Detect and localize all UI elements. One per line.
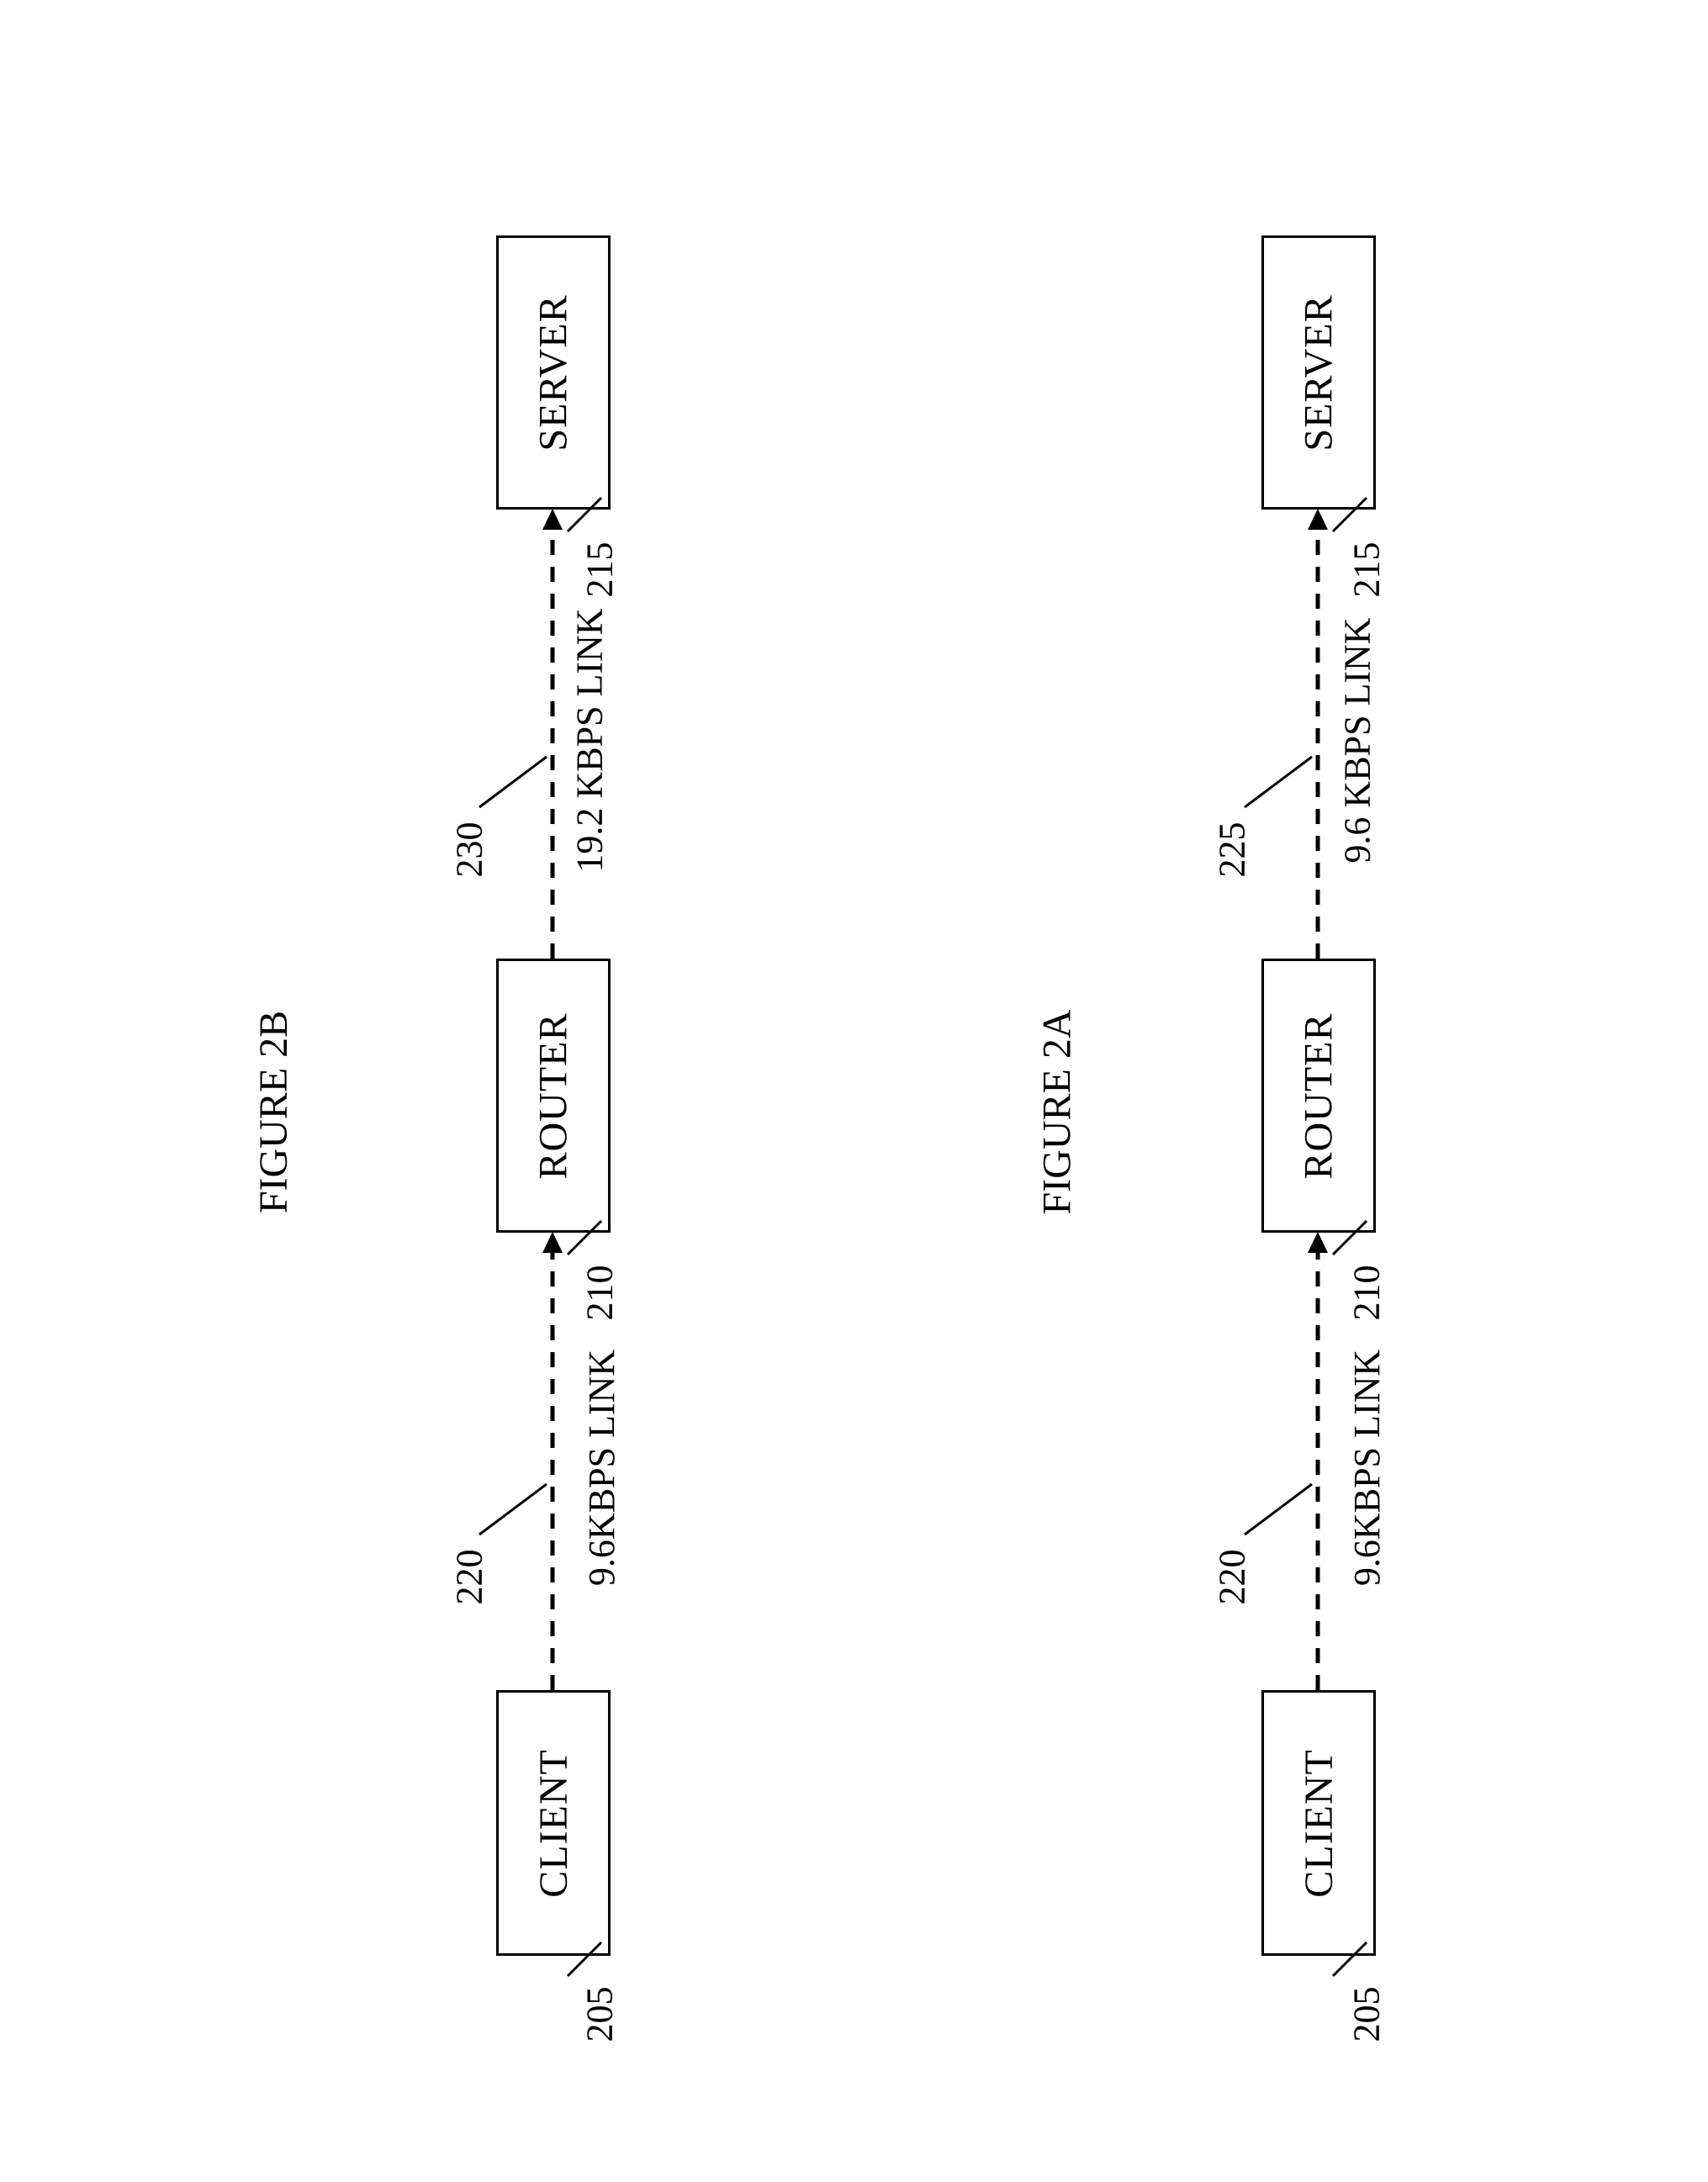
server-label-b: SERVER bbox=[531, 294, 577, 451]
router-label-a: ROUTER bbox=[1296, 1012, 1342, 1179]
server-ref-b: 215 bbox=[579, 542, 621, 598]
router-ref-b: 210 bbox=[579, 1265, 621, 1321]
router-ref-a: 210 bbox=[1346, 1265, 1388, 1321]
link2-ref-a: 225 bbox=[1211, 822, 1254, 878]
caption-a: FIGURE 2A bbox=[1034, 1009, 1081, 1214]
link2-label-a: 9.6 KBPS LINK bbox=[1336, 617, 1379, 863]
server-ref-a: 215 bbox=[1346, 542, 1388, 598]
client-box-b: CLIENT bbox=[496, 1690, 611, 1956]
link2-leader-a bbox=[1236, 748, 1320, 816]
server-label-a: SERVER bbox=[1296, 294, 1342, 451]
client-ref-b: 205 bbox=[579, 1987, 621, 2042]
link2-ref-b: 230 bbox=[448, 822, 491, 878]
arrow-link1-a bbox=[1293, 1232, 1343, 1694]
client-box-a: CLIENT bbox=[1261, 1690, 1376, 1956]
server-box-b: SERVER bbox=[496, 235, 611, 510]
link1-ref-b: 220 bbox=[448, 1550, 491, 1605]
link2-leader-b bbox=[471, 748, 555, 816]
diagram-container: CLIENT 205 ROUTER 210 SERVER 215 9.6KBPS… bbox=[0, 0, 1708, 2182]
link1-leader-a bbox=[1236, 1476, 1320, 1543]
link1-leader-b bbox=[471, 1476, 555, 1543]
arrow-link1-b bbox=[527, 1232, 578, 1694]
client-label-a: CLIENT bbox=[1296, 1749, 1342, 1898]
link2-label-b: 19.2 KBPS LINK bbox=[568, 608, 611, 872]
client-leader-b bbox=[559, 1934, 610, 1984]
client-leader-a bbox=[1325, 1934, 1375, 1984]
caption-b: FIGURE 2B bbox=[251, 1011, 297, 1213]
server-box-a: SERVER bbox=[1261, 235, 1376, 510]
link1-label-a: 9.6KBPS LINK bbox=[1346, 1350, 1388, 1586]
client-label-b: CLIENT bbox=[531, 1749, 577, 1898]
router-box-a: ROUTER bbox=[1261, 959, 1376, 1233]
client-ref-a: 205 bbox=[1346, 1987, 1388, 2042]
link1-label-b: 9.6KBPS LINK bbox=[580, 1350, 623, 1586]
router-box-b: ROUTER bbox=[496, 959, 611, 1233]
router-label-b: ROUTER bbox=[531, 1012, 577, 1179]
link1-ref-a: 220 bbox=[1211, 1550, 1254, 1605]
